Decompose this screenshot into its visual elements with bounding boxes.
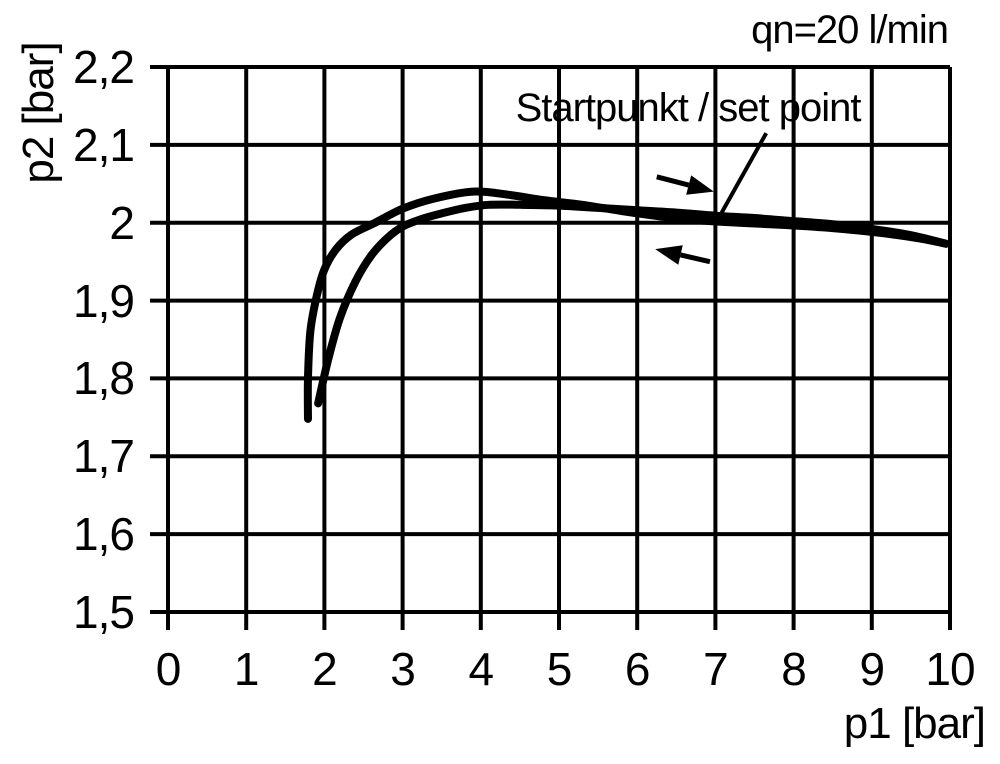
direction-arrow-right-shaft [656, 174, 690, 188]
y-tick-label: 1,8 [73, 352, 135, 405]
y-tick-label: 1,5 [73, 586, 135, 638]
y-tick-label: 1,9 [73, 274, 135, 327]
x-tick-label: 6 [624, 643, 651, 695]
direction-arrow-right-head [686, 175, 714, 195]
x-tick-label: 0 [155, 643, 182, 695]
forward-curve [303, 187, 951, 423]
y-tick-label: 1,7 [73, 430, 135, 483]
x-tick-label: 4 [468, 643, 495, 695]
x-tick-label: 2 [312, 643, 338, 695]
x-tick-label: 7 [703, 643, 729, 695]
y-tick-label: 1,6 [73, 508, 135, 561]
x-tick-label: 8 [781, 643, 807, 695]
y-tick-label: 2,2 [73, 41, 135, 93]
y-tick-label: 2 [109, 196, 135, 249]
set-point-annotation: Startpunkt / set point [515, 86, 862, 130]
direction-arrow-left-shaft [679, 252, 711, 265]
x-tick-label: 10 [925, 643, 975, 695]
x-tick-label: 9 [859, 643, 886, 695]
x-axis-title: p1 [bar] [843, 699, 986, 748]
y-tick-label: 2,1 [73, 118, 135, 171]
return-curve [314, 200, 951, 408]
flow-rate-annotation: qn=20 l/min [751, 8, 949, 52]
x-tick-label: 1 [233, 643, 260, 695]
x-tick-label: 5 [546, 643, 573, 695]
set-point-leader-line [719, 132, 768, 214]
x-tick-label: 3 [390, 643, 416, 695]
direction-arrow-left-head [655, 245, 683, 265]
